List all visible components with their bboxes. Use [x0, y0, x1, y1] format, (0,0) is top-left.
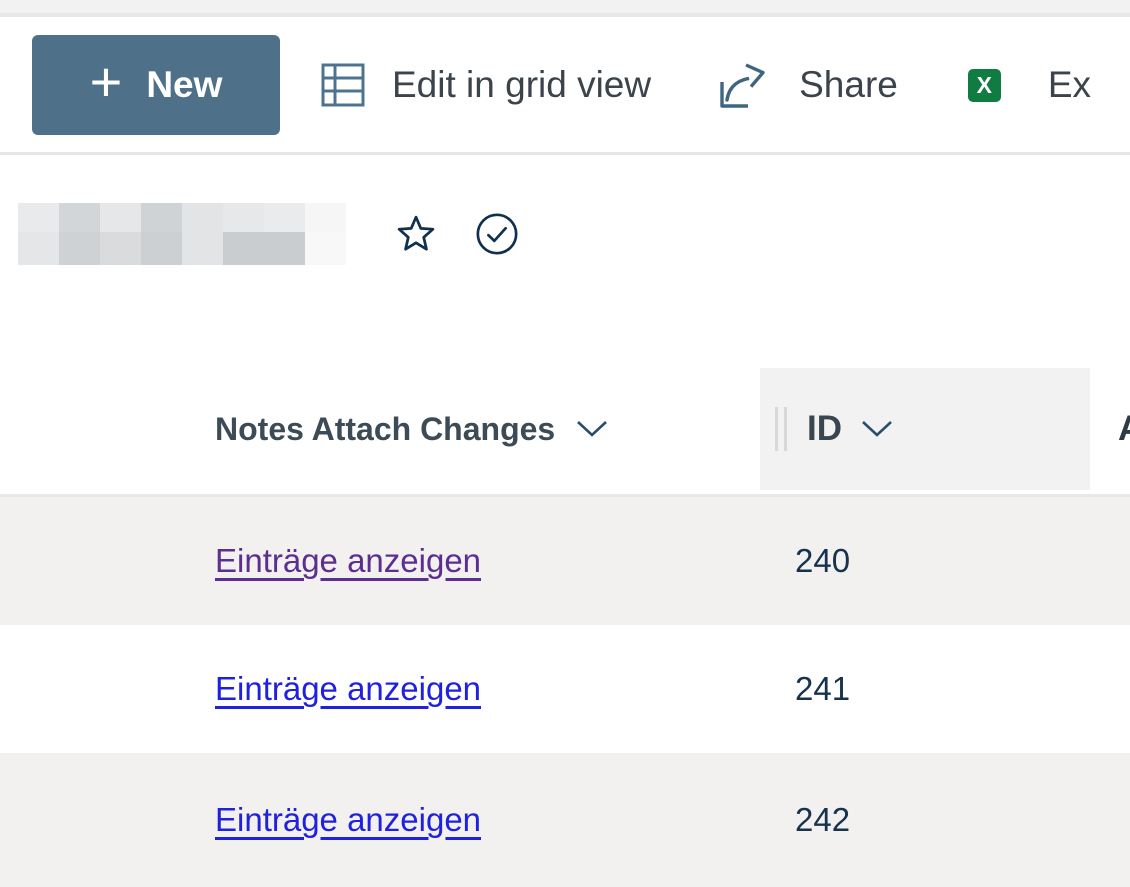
column-header-notes-attach-changes[interactable]: Notes Attach Changes [215, 368, 609, 490]
export-label-truncated: Ex [1047, 63, 1092, 105]
favorite-button[interactable] [394, 212, 438, 256]
chevron-down-icon [575, 419, 609, 439]
edit-in-grid-view-label: Edit in grid view [392, 63, 652, 105]
entry-link[interactable]: Einträge anzeigen [215, 801, 482, 838]
table-header-divider [0, 494, 1130, 497]
table-header: Notes Attach Changes ID A [0, 368, 1130, 494]
table-row: Einträge anzeigen 241 [0, 625, 1130, 753]
column-header-next-truncated[interactable]: A [1118, 368, 1130, 490]
grid-icon [320, 62, 366, 108]
id-column-hover-bg [760, 368, 1090, 490]
new-button-label: New [146, 63, 223, 105]
command-bar: + New Edit in grid view Share [0, 17, 1130, 152]
top-strip [0, 0, 1130, 13]
column-label: Notes Attach Changes [215, 410, 556, 447]
table-row: Einträge anzeigen 242 [0, 753, 1130, 887]
new-button[interactable]: + New [32, 34, 280, 135]
id-cell: 242 [795, 801, 851, 838]
entry-link[interactable]: Einträge anzeigen [215, 542, 482, 579]
chevron-down-icon [860, 419, 894, 439]
share-button[interactable]: Share [715, 59, 898, 111]
list-title-row [18, 203, 520, 265]
top-strip-divider [0, 13, 1130, 17]
edit-in-grid-view-button[interactable]: Edit in grid view [320, 62, 651, 108]
share-icon [715, 59, 773, 111]
star-icon [394, 212, 438, 256]
excel-icon: X [967, 58, 1022, 112]
entry-link[interactable]: Einträge anzeigen [215, 670, 482, 707]
column-label: ID [807, 409, 842, 448]
share-label: Share [799, 63, 898, 105]
id-cell: 241 [795, 670, 851, 707]
column-resize-handle[interactable] [775, 407, 787, 451]
check-circle-icon [474, 211, 520, 257]
export-to-excel-button[interactable]: X Ex [967, 58, 1092, 112]
table-row: Einträge anzeigen 240 [0, 497, 1130, 625]
column-label: A [1118, 409, 1130, 449]
excel-x-letter: X [967, 68, 1001, 102]
approval-status-button[interactable] [474, 211, 520, 257]
plus-icon: + [89, 49, 123, 113]
redacted-title [18, 203, 346, 265]
table-body: Einträge anzeigen 240 Einträge anzeigen … [0, 497, 1130, 887]
column-header-id[interactable]: ID [775, 368, 894, 490]
id-cell: 240 [795, 542, 851, 579]
command-bar-divider [0, 152, 1130, 155]
